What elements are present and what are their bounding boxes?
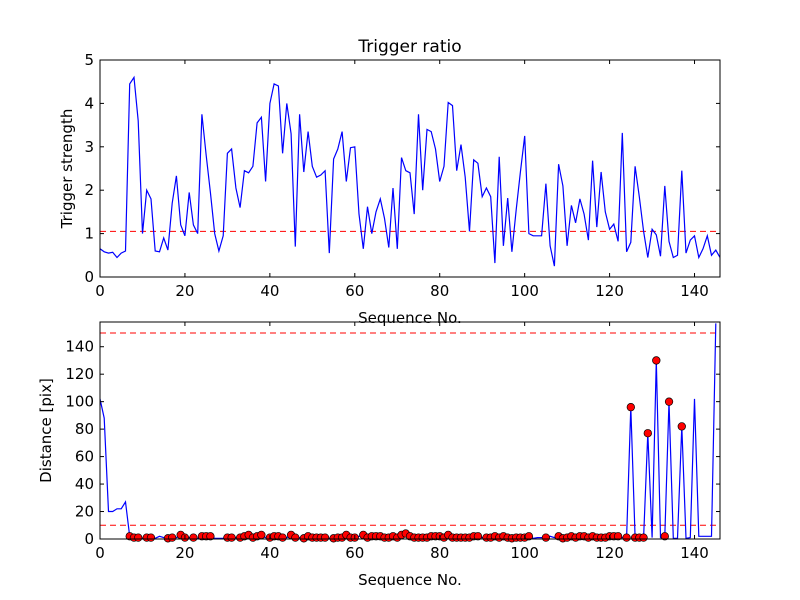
top-y-tick-label: 5	[84, 51, 94, 69]
top-x-tick-label: 120	[595, 282, 624, 300]
top-y-tick-label: 4	[84, 94, 94, 112]
bottom-marker-point	[227, 533, 236, 542]
bottom-x-tick-label: 40	[260, 544, 279, 562]
bottom-marker-point	[291, 533, 300, 542]
bottom-marker-point	[168, 533, 177, 542]
top-y-axis-label: Trigger strength	[58, 109, 76, 230]
bottom-marker-point	[626, 403, 635, 412]
top-plot-area: 0 20 40 60 80 100 120 140 0 1 2 3 4 5	[84, 51, 720, 300]
top-y-tick-label: 0	[84, 268, 94, 286]
bottom-marker-point	[622, 533, 631, 542]
bottom-y-tick-label: 40	[75, 475, 94, 493]
top-x-tick-label: 0	[95, 282, 105, 300]
bottom-axes-frame	[99, 321, 721, 540]
bottom-x-tick-label: 80	[430, 544, 449, 562]
bottom-marker-point	[189, 533, 198, 542]
bottom-marker-point	[664, 397, 674, 406]
bottom-x-tick-label: 100	[510, 544, 539, 562]
top-chart-title: Trigger ratio	[357, 37, 461, 57]
top-x-tick-label: 80	[430, 282, 449, 300]
top-x-axis-label: Sequence No.	[358, 309, 462, 327]
top-y-tick-label: 1	[84, 225, 94, 243]
bottom-marker-point	[613, 532, 623, 541]
bottom-x-tick-label: 120	[595, 544, 624, 562]
bottom-panel: 0 20 40 60 80 100 120 140 0 20 40 60 80 100 120 140 Seq…	[37, 321, 721, 589]
bottom-marker-point	[206, 532, 215, 541]
top-series-line	[100, 75, 720, 267]
bottom-marker-point	[660, 532, 669, 541]
top-x-tick-label: 140	[680, 282, 709, 300]
bottom-marker-point	[257, 530, 266, 540]
bottom-marker-point	[320, 533, 330, 542]
bottom-marker-point	[134, 533, 143, 542]
top-x-tick-label: 20	[175, 282, 194, 300]
bottom-marker-point	[639, 533, 648, 542]
top-x-tick-label: 40	[260, 282, 279, 300]
bottom-marker-point	[146, 533, 156, 542]
bottom-y-tick-label: 0	[84, 530, 94, 548]
bottom-marker-point	[643, 429, 652, 438]
bottom-y-tick-label: 80	[75, 420, 94, 438]
bottom-x-axis-label: Sequence No.	[358, 571, 462, 589]
bottom-y-tick-label: 120	[65, 365, 94, 383]
bottom-y-axis-label: Distance [pix]	[37, 378, 55, 483]
bottom-y-tick-label: 20	[75, 503, 94, 521]
top-panel: Trigger ratio 0 20 40 60 80 100 120 140 0 1 2 3 4 5 S…	[58, 37, 721, 327]
bottom-y-tick-label: 100	[65, 393, 94, 411]
bottom-marker-point	[652, 356, 661, 365]
top-x-tick-label: 60	[345, 282, 364, 300]
top-x-tick-label: 100	[510, 282, 539, 300]
bottom-marker-point	[541, 533, 551, 542]
bottom-x-tick-label: 0	[95, 544, 105, 562]
bottom-plot-area: 0 20 40 60 80 100 120 140 0 20 40 60 80 100 120 140	[65, 322, 720, 562]
bottom-x-tick-label: 140	[680, 544, 709, 562]
bottom-x-tick-label: 60	[345, 544, 364, 562]
top-axes-frame	[99, 59, 721, 278]
bottom-x-tick-label: 20	[175, 544, 194, 562]
top-y-tick-label: 3	[84, 138, 94, 156]
bottom-marker-point	[473, 532, 483, 541]
top-y-tick-label: 2	[84, 181, 94, 199]
bottom-y-tick-label: 140	[65, 338, 94, 356]
bottom-marker-point	[677, 422, 686, 431]
bottom-y-tick-label: 60	[75, 448, 94, 466]
bottom-marker-point	[278, 533, 287, 542]
